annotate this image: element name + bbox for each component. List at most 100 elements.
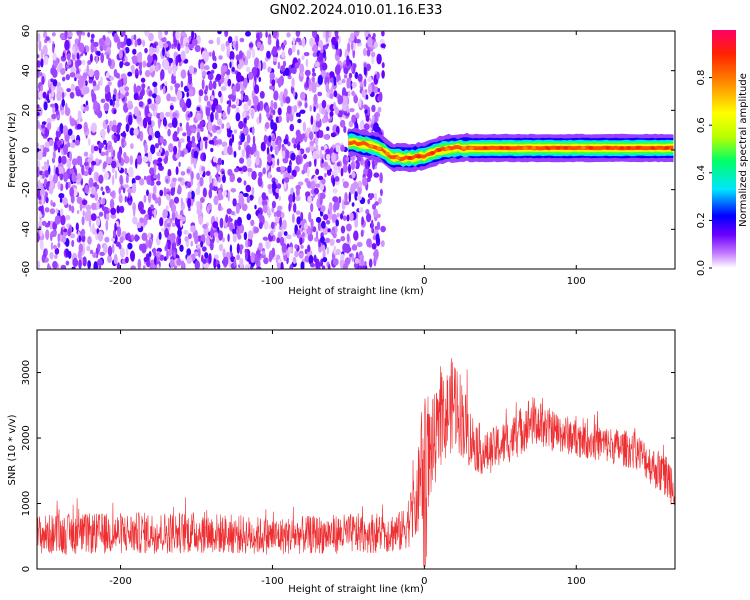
spectrogram-noise-cell [299,63,305,74]
spectrogram-noise-cell [37,142,40,148]
spectrogram-noise-cell [194,45,201,53]
spectrogram-noise-cell [93,69,100,78]
spectrogram-noise-cell [55,208,59,214]
spectrogram-noise-cell [178,147,181,158]
spectrogram-noise-cell [39,72,43,77]
spectrogram-noise-cell [300,261,305,269]
spectrogram-noise-cell [186,98,192,109]
spectrogram-noise-cell [177,43,181,52]
spectrogram-noise-cell [149,67,154,73]
spectrogram-noise-cell [41,124,46,129]
spectrogram-noise-cell [256,266,262,269]
spectrogram-noise-cell [177,126,180,135]
spectrogram-noise-cell [159,189,164,197]
spectrogram-noise-cell [81,59,86,66]
spectrogram-noise-cell [164,80,168,86]
spectrogram-noise-cell [291,67,297,75]
spectrogram-noise-cell [110,237,116,242]
spectrogram-noise-cell [283,39,287,46]
spectrogram-noise-cell [199,176,204,187]
spectrogram-noise-cell [117,226,122,238]
spectrogram-peak-cell [498,146,504,150]
spectrogram-noise-cell [67,31,73,38]
spectrogram-noise-cell [141,87,145,97]
spectrogram-noise-cell [127,71,133,77]
spectrogram-noise-cell [211,95,214,101]
spectrogram-noise-cell [343,67,349,75]
spectrogram-noise-cell [62,197,68,206]
spectrogram-noise-cell [191,172,194,180]
spectrogram-noise-cell [246,196,251,204]
spectrogram-noise-cell [82,210,85,217]
spectrogram-noise-cell [147,151,153,162]
spectrogram-noise-cell [281,243,287,253]
spectrogram-noise-cell [227,168,233,176]
spectrogram-noise-cell [55,129,62,138]
spectrogram-noise-cell [169,105,174,111]
spectrogram-noise-cell [140,77,146,83]
spectrogram-noise-cell [113,68,118,78]
spectrogram-noise-cell [276,158,280,166]
spectrogram-noise-cell [205,106,211,117]
spectrogram-noise-cell [163,186,167,197]
spectrogram-noise-cell [341,78,346,84]
spectrogram-noise-cell [63,171,68,183]
spectrogram-noise-cell [161,37,165,43]
spectrogram-noise-cell [359,97,362,108]
spectrogram-noise-cell [142,39,146,47]
spectrogram-noise-cell [335,144,340,153]
spectrogram-noise-cell [166,223,171,228]
spectrogram-noise-cell [265,105,270,114]
spectrogram-noise-cell [57,233,61,243]
spectrogram-noise-cell [52,150,56,160]
spectrogram-noise-cell [139,68,143,76]
spectrogram-noise-cell [366,49,371,57]
spectrogram-noise-cell [332,188,338,194]
spectrogram-noise-cell [372,32,376,39]
spectrogram-noise-cell [222,174,226,184]
spectrogram-noise-cell [301,55,305,60]
spectrogram-noise-cell [321,62,328,71]
spectrogram-noise-cell [39,212,43,218]
spectrogram-noise-cell [371,55,375,65]
spectrogram-noise-cell [298,134,304,143]
spectrogram-noise-cell [156,151,161,157]
spectrogram-noise-cell [275,38,280,50]
spectrogram-noise-cell [262,61,267,70]
spectrogram-noise-cell [60,214,66,226]
spectrogram-noise-cell [242,77,248,89]
spectrogram-noise-cell [261,192,267,201]
spectrogram-noise-cell [305,147,311,153]
spectrogram-noise-cell [63,228,68,233]
spectrogram-noise-cell [182,132,187,137]
spectrogram-noise-cell [98,38,105,46]
spectrogram-noise-cell [303,153,307,160]
spectrogram-noise-cell [295,31,301,37]
spectrogram-noise-cell [341,178,345,183]
spectrogram-noise-cell [295,154,301,165]
spectrogram-noise-cell [110,207,117,215]
spectrogram-noise-cell [321,99,327,109]
spectrogram-noise-cell [368,258,373,268]
spectrogram-noise-cell [299,72,304,77]
spectrogram-noise-cell [187,89,194,97]
spectrogram-noise-cell [190,240,193,247]
spectrogram-noise-cell [107,254,112,264]
spectrogram-noise-cell [203,258,207,265]
spectrogram-noise-cell [173,131,178,137]
spectrogram-noise-cell [64,31,68,39]
spectrogram-noise-cell [162,208,168,219]
spectrogram-noise-cell [232,232,237,243]
spectrogram-noise-cell [159,145,163,153]
spectrogram-noise-cell [72,46,76,55]
spectrogram-noise-cell [273,56,278,62]
spectrogram-noise-cell [152,264,156,269]
spectrogram-noise-cell [137,201,144,212]
spectrogram-noise-cell [371,104,376,113]
spectrogram-noise-cell [133,83,137,94]
spectrogram-noise-cell [237,177,242,183]
spectrogram-noise-cell [322,44,328,50]
spectrogram-peak-cell [588,146,594,150]
spectrogram-noise-cell [163,256,168,262]
spectrogram-noise-cell [150,103,157,111]
